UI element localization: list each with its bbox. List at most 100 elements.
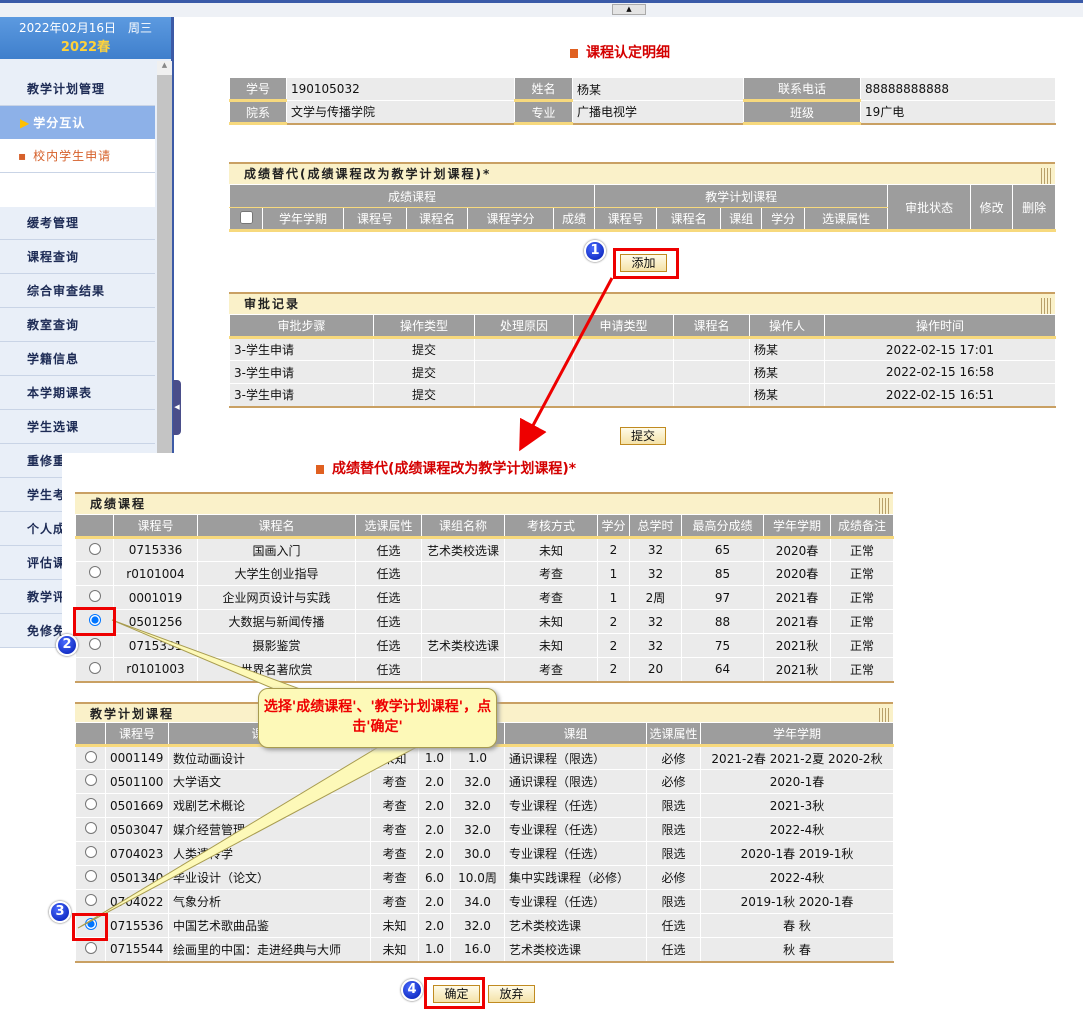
collapse-header-button[interactable]: ▲	[612, 4, 646, 15]
col-header: 最高分成绩	[681, 514, 764, 539]
instruction-callout: 选择'成绩课程'、'教学计划课程'，点击'确定'	[258, 688, 497, 748]
radio-button[interactable]	[84, 774, 97, 786]
table-row: 0503047 媒介经营管理 考查 2.0 32.0 专业课程（任选） 限选 2022-4秋	[75, 817, 894, 842]
sidebar-item[interactable]: 教学计划管理	[0, 72, 155, 106]
table-cell: 6.0	[418, 865, 451, 890]
signal-bars-icon	[1041, 168, 1053, 184]
radio-button[interactable]	[84, 918, 97, 930]
sidebar-item-label: 学籍信息	[27, 352, 80, 366]
table-cell: 春 秋	[700, 913, 894, 938]
table-cell: 提交	[373, 383, 475, 407]
radio-button[interactable]	[88, 590, 101, 602]
row-radio[interactable]	[75, 585, 114, 610]
sidebar-item[interactable]: 学籍信息	[0, 342, 155, 376]
radio-button[interactable]	[84, 870, 97, 882]
info-row: 院系 文学与传播学院 专业 广播电视学 班级 19广电	[229, 100, 1056, 125]
radio-button[interactable]	[84, 941, 97, 954]
table-cell	[421, 585, 505, 610]
sidebar-item-label: 教学评	[27, 590, 67, 604]
table-cell: 未知	[504, 633, 598, 658]
collapse-sidebar-button[interactable]: ◀	[173, 380, 181, 435]
sidebar-item[interactable]: 综合审查结果	[0, 274, 155, 308]
table-cell: 0501100	[105, 769, 169, 794]
table-cell: 考查	[370, 889, 419, 914]
col-header: 操作类型	[373, 314, 475, 339]
scroll-up-icon[interactable]: ▲	[157, 61, 172, 75]
sidebar-item-label: 缓考管理	[27, 216, 80, 230]
sidebar-item-label: 综合审查结果	[27, 284, 106, 298]
table-cell: 64	[681, 657, 764, 682]
step-badge-1: 1	[584, 240, 606, 262]
sidebar-item[interactable]: 课程查询	[0, 240, 155, 274]
table-cell: 大数据与新闻传播	[197, 609, 356, 634]
table-cell: 艺术类校选课	[504, 913, 647, 938]
table-cell: 2	[597, 657, 630, 682]
table-cell: 杨某	[749, 360, 825, 384]
radio-button[interactable]	[88, 614, 101, 626]
col-header: 处理原因	[474, 314, 574, 339]
cancel-button[interactable]: 放弃	[488, 985, 535, 1003]
table-cell: 88	[681, 609, 764, 634]
col-header: 学分	[597, 514, 630, 539]
row-radio[interactable]	[75, 745, 106, 770]
table-cell: 企业网页设计与实践	[197, 585, 356, 610]
confirm-button[interactable]: 确定	[433, 985, 480, 1003]
table-cell: 32	[629, 633, 682, 658]
radio-button[interactable]	[84, 798, 97, 810]
sidebar-item-label: 学生选课	[27, 420, 80, 434]
sidebar-item[interactable]: 教室查询	[0, 308, 155, 342]
submit-button[interactable]: 提交	[620, 427, 666, 445]
table-cell: 34.0	[450, 889, 505, 914]
sidebar-item[interactable]: 本学期课表	[0, 376, 155, 410]
add-button[interactable]: 添加	[620, 254, 667, 272]
sidebar-item[interactable]: 学生选课	[0, 410, 155, 444]
row-radio[interactable]	[75, 817, 106, 842]
radio-button[interactable]	[84, 822, 97, 834]
sidebar-item-label: 评估课	[27, 556, 67, 570]
table-cell: 任选	[646, 937, 701, 962]
table-cell: 97	[681, 585, 764, 610]
grades-section-header: 成绩课程	[75, 492, 893, 514]
table-cell	[673, 360, 750, 384]
col-header: 选课属性	[804, 207, 889, 232]
table-cell: 毕业设计（论文）	[168, 865, 371, 890]
sidebar-item[interactable]: 缓考管理	[0, 206, 155, 240]
page-title: 课程认定明细	[570, 42, 670, 62]
table-cell: 正常	[830, 585, 894, 610]
col-header: 课组名称	[421, 514, 505, 539]
bullet-icon	[570, 48, 578, 58]
radio-button[interactable]	[88, 566, 101, 578]
table-cell: 任选	[355, 657, 422, 682]
radio-button[interactable]	[88, 638, 101, 650]
radio-button[interactable]	[88, 542, 101, 555]
table-cell: 3-学生申请	[229, 360, 374, 384]
radio-button[interactable]	[88, 661, 101, 674]
row-radio[interactable]	[75, 657, 114, 682]
row-radio[interactable]	[75, 537, 114, 562]
table-cell: 任选	[355, 609, 422, 634]
row-radio[interactable]	[75, 561, 114, 586]
table-cell: 32	[629, 561, 682, 586]
table-cell: 2020-1春	[700, 769, 894, 794]
table-cell: 未知	[370, 913, 419, 938]
radio-button[interactable]	[84, 894, 97, 906]
table-cell: 2022-02-15 16:58	[824, 360, 1056, 384]
table-cell: 正常	[830, 633, 894, 658]
table-cell: 中国艺术歌曲品鉴	[168, 913, 371, 938]
table-cell: 任选	[355, 633, 422, 658]
table-cell: 2020春	[763, 561, 831, 586]
table-row: 0715544 绘画里的中国：走进经典与大师 未知 1.0 16.0 艺术类校选课 任选秋 …	[75, 937, 894, 962]
info-value: 19广电	[860, 100, 1056, 124]
table-cell: 2021春	[763, 585, 831, 610]
table-cell: 必修	[646, 769, 701, 794]
table-cell: 0704023	[105, 841, 169, 866]
signal-bars-icon	[1041, 298, 1053, 314]
select-all-checkbox[interactable]	[229, 207, 263, 232]
info-label: 学号	[229, 77, 287, 102]
radio-button[interactable]	[84, 846, 97, 858]
radio-button[interactable]	[84, 750, 97, 763]
sidebar-item-label: 课程查询	[27, 250, 80, 264]
sidebar-item[interactable]: ▪ 校内学生申请	[0, 139, 155, 207]
col-header: 课组	[720, 207, 763, 232]
